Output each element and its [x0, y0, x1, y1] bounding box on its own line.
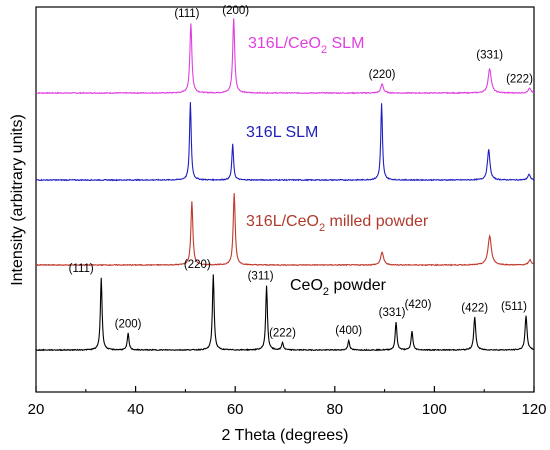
series-line-0: [35, 18, 535, 95]
peak-label-3-1: (200): [115, 318, 142, 330]
peak-label-3-8: (422): [461, 302, 488, 314]
peak-label-3-2: (220): [184, 259, 211, 271]
peak-label-0-3: (331): [476, 50, 503, 62]
y-axis-title: Intensity (arbitrary units): [9, 114, 26, 286]
series-label-2: 316L/CeO2 milled powder: [246, 213, 429, 234]
x-tick-label-5: 120: [521, 401, 546, 418]
peak-label-3-0: (111): [69, 263, 94, 275]
peak-label-0-1: (200): [222, 5, 249, 17]
x-tick-label-0: 20: [28, 401, 45, 418]
series-line-3: [35, 274, 535, 352]
peak-label-3-5: (400): [335, 325, 362, 337]
x-tick-label-3: 80: [326, 401, 343, 418]
series-line-2: [35, 193, 535, 267]
x-tick-label-4: 100: [422, 401, 447, 418]
peak-labels-group: (111) (200)(220)(331)(222)(111)(200)(220)…: [69, 5, 533, 339]
peak-label-0-0: (111): [174, 8, 199, 20]
peak-label-3-7: (420): [405, 299, 432, 311]
peak-label-3-9: (511): [501, 301, 527, 313]
series-line-1: [35, 102, 535, 182]
series-label-3: CeO2 powder: [290, 277, 387, 298]
series-label-1: 316L SLM: [246, 124, 318, 141]
x-tick-label-1: 40: [127, 401, 144, 418]
series-label-0: 316L/CeO2 SLM: [248, 35, 364, 56]
series-labels-group: 316L/CeO2 SLM 316L SLM 316L/CeO2 milled po…: [246, 35, 429, 298]
peak-label-3-4: (222): [269, 327, 296, 339]
x-axis: 20 40 60 80 100 120: [28, 386, 547, 418]
x-tick-label-2: 60: [227, 401, 244, 418]
peak-label-0-4: (222): [506, 73, 533, 85]
peak-label-3-6: (331): [379, 307, 406, 319]
peak-label-3-3: (311): [248, 270, 274, 282]
traces-group: [35, 18, 535, 352]
x-axis-title: 2 Theta (degrees): [222, 427, 349, 444]
peak-label-0-2: (220): [369, 69, 396, 81]
